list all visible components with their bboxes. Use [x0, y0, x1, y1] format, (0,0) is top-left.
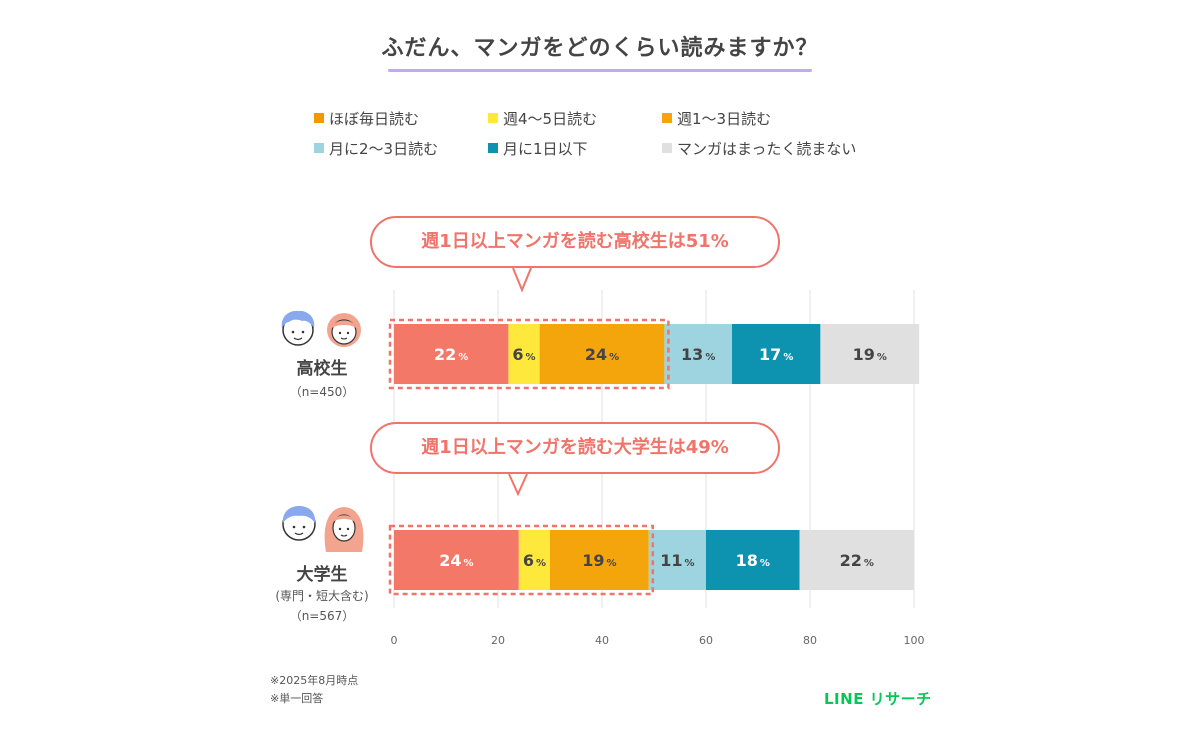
bar-segment [394, 324, 509, 384]
data-label: 19% [853, 345, 887, 364]
data-label: 24% [439, 551, 473, 570]
data-label: 13% [681, 345, 715, 364]
legend-swatch [314, 113, 324, 123]
data-label: 19% [582, 551, 616, 570]
title-underline [388, 69, 812, 72]
legend-label: マンガはまったく読まない [677, 140, 857, 158]
x-tick-label: 0 [391, 634, 398, 647]
legend-swatch [662, 113, 672, 123]
data-label: 11% [660, 551, 694, 570]
bar-segment [648, 530, 706, 590]
x-tick-label: 60 [699, 634, 713, 647]
group-name: 大学生 [296, 565, 348, 585]
x-tick-label: 20 [491, 634, 505, 647]
legend-label: 週4～5日読む [503, 110, 598, 128]
legend-swatch [488, 113, 498, 123]
group-name: 高校生 [296, 359, 348, 379]
group-n: （n=450） [289, 385, 355, 399]
data-label: 22% [840, 551, 874, 570]
girl-avatar-icon [324, 507, 364, 552]
legend-item: 月に1日以下 [488, 138, 588, 159]
legend-item: マンガはまったく読まない [662, 138, 856, 159]
group-n: （n=567） [289, 609, 355, 623]
data-label: 24% [585, 345, 619, 364]
legend-swatch [662, 143, 672, 153]
group-label-high-school: 高校生 （n=450） [270, 354, 374, 400]
data-label: 22% [434, 345, 468, 364]
data-label: 6% [523, 551, 546, 570]
callout-high-school: 週1日以上マンガを読む高校生は51% [370, 216, 780, 268]
bar-segment [550, 530, 649, 590]
legend-swatch [314, 143, 324, 153]
x-tick-label: 100 [904, 634, 925, 647]
footnote-single-answer: ※単一回答 [270, 692, 324, 705]
bar-segment [820, 324, 920, 384]
legend-swatch [488, 143, 498, 153]
boy-avatar-icon [281, 310, 315, 346]
legend-item: 週4～5日読む [488, 108, 597, 129]
boy-avatar-icon [282, 506, 316, 541]
data-label: 17% [759, 345, 793, 364]
data-label: 18% [736, 551, 770, 570]
bar-segment [508, 324, 540, 384]
data-label: 6% [512, 345, 535, 364]
legend-item: ほぼ毎日読む [314, 108, 419, 129]
legend-label: 週1～3日読む [677, 110, 772, 128]
footnote-date: ※2025年8月時点 [270, 674, 359, 687]
bar-segment [539, 324, 665, 384]
page-title: ふだん、マンガをどのくらい読みますか？ [381, 36, 819, 61]
brand-logo: LINE リサーチ [824, 690, 932, 708]
highlight-box [388, 318, 670, 390]
legend-item: 月に2～3日読む [314, 138, 438, 159]
group-label-university: 大学生 (専門・短大含む) （n=567） [262, 560, 382, 624]
girl-avatar-icon [327, 313, 361, 347]
bar-segment [706, 530, 800, 590]
highlight-box [388, 524, 655, 596]
callout-university: 週1日以上マンガを読む大学生は49% [370, 422, 780, 474]
group-sub: (専門・短大含む) [275, 589, 369, 603]
bar-segment [664, 324, 732, 384]
legend-label: 月に1日以下 [503, 140, 588, 158]
legend-label: ほぼ毎日読む [329, 110, 420, 128]
bar-segment [732, 324, 821, 384]
bar-segment [394, 530, 519, 590]
x-tick-label: 80 [803, 634, 817, 647]
legend-label: 月に2～3日読む [329, 140, 439, 158]
bar-segment [518, 530, 550, 590]
legend-item: 週1～3日読む [662, 108, 771, 129]
x-tick-label: 40 [595, 634, 609, 647]
bar-segment [799, 530, 914, 590]
